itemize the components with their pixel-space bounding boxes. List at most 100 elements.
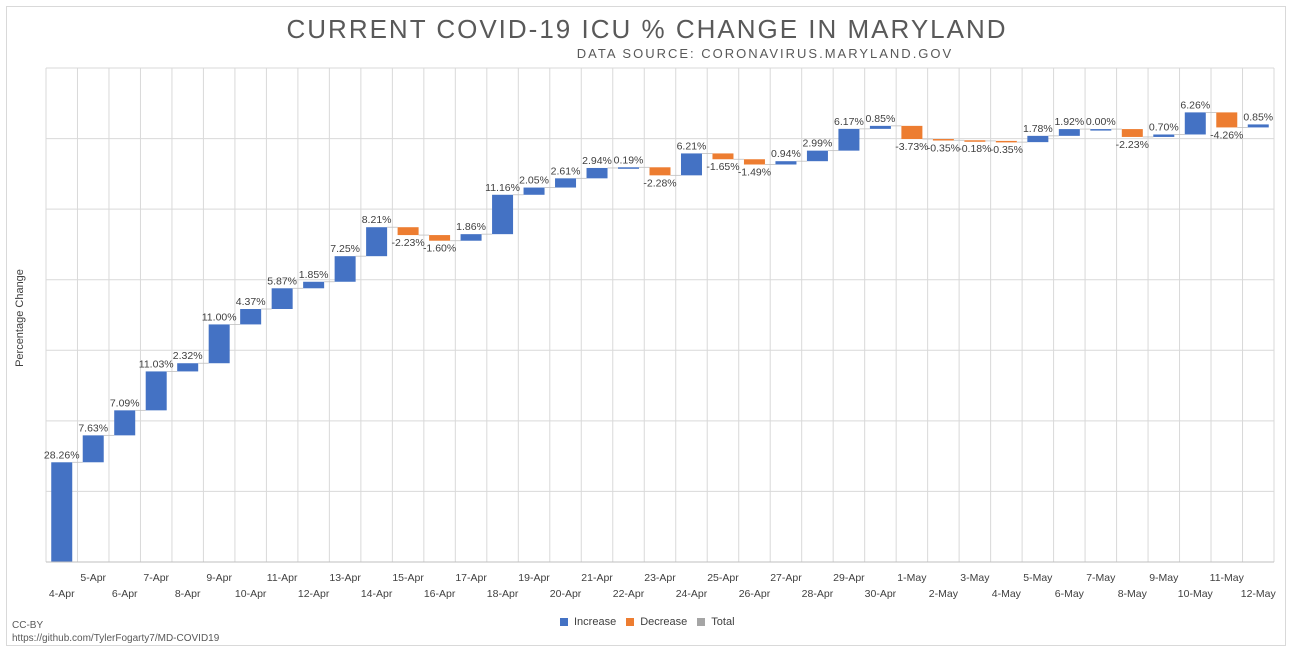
x-tick-label: 22-Apr [613, 588, 645, 600]
legend-label-increase: Increase [574, 616, 617, 628]
data-label: -0.18% [958, 143, 991, 155]
waterfall-bar [523, 187, 545, 195]
x-tick-label: 14-Apr [361, 588, 393, 600]
waterfall-bar [271, 288, 293, 310]
waterfall-bar [743, 159, 765, 165]
waterfall-bar [1121, 129, 1143, 137]
x-tick-label: 11-May [1210, 572, 1245, 584]
data-label: -0.35% [990, 144, 1023, 156]
data-label: 7.09% [110, 397, 140, 409]
waterfall-bar [366, 227, 388, 257]
x-tick-label: 5-May [1023, 572, 1053, 584]
x-tick-label: 25-Apr [707, 572, 739, 584]
legend-swatch-increase [560, 618, 568, 626]
data-label: 6.17% [834, 116, 864, 128]
chart-legend: Increase Decrease Total [560, 616, 735, 628]
data-label: -2.28% [643, 177, 676, 189]
x-tick-label: 18-Apr [487, 588, 519, 600]
source-link[interactable]: https://github.com/TylerFogarty7/MD-COVI… [12, 633, 220, 644]
waterfall-bar [932, 139, 954, 141]
data-label: 6.26% [1180, 99, 1210, 111]
legend-item-increase: Increase [560, 616, 616, 628]
data-label: 2.32% [173, 350, 203, 362]
x-tick-label: 24-Apr [676, 588, 708, 600]
waterfall-bar [712, 153, 734, 160]
data-label: 2.05% [519, 175, 549, 187]
data-label: -1.49% [738, 167, 771, 179]
waterfall-bar [680, 153, 702, 176]
x-tick-label: 8-Apr [175, 588, 201, 600]
x-tick-label: 28-Apr [802, 588, 834, 600]
x-tick-label: 9-May [1149, 572, 1179, 584]
waterfall-bar [775, 161, 797, 165]
x-tick-label: 6-Apr [112, 588, 138, 600]
waterfall-bar [303, 281, 325, 289]
x-tick-label: 15-Apr [392, 572, 424, 584]
x-tick-label: 12-May [1241, 588, 1277, 600]
data-label: 11.16% [485, 182, 520, 194]
data-label: 5.87% [267, 275, 297, 287]
waterfall-bar [901, 125, 923, 140]
waterfall-bar [995, 140, 1017, 143]
data-label: -1.65% [706, 161, 739, 173]
x-tick-label: 8-May [1118, 588, 1148, 600]
x-tick-label: 1-May [897, 572, 927, 584]
x-tick-label: 27-Apr [770, 572, 802, 584]
x-tick-label: 30-Apr [865, 588, 897, 600]
data-label: 11.03% [139, 358, 174, 370]
data-label: 6.21% [677, 140, 707, 152]
x-tick-label: 10-May [1178, 588, 1214, 600]
waterfall-bar [806, 150, 828, 162]
x-tick-label: 7-Apr [143, 572, 169, 584]
data-label: -3.73% [895, 141, 928, 153]
waterfall-bar [240, 309, 262, 325]
waterfall-bar [1090, 129, 1112, 131]
x-tick-label: 3-May [960, 572, 990, 584]
data-label: -2.23% [1116, 139, 1149, 151]
data-label: 11.00% [202, 311, 237, 323]
waterfall-bar [1184, 112, 1206, 135]
data-label: 7.25% [330, 243, 360, 255]
waterfall-bar [1247, 124, 1269, 128]
waterfall-bar [177, 363, 199, 372]
data-label: 0.00% [1086, 116, 1116, 128]
waterfall-bar [838, 128, 860, 151]
legend-swatch-decrease [626, 618, 635, 626]
legend-item-decrease: Decrease [626, 616, 687, 628]
x-tick-label: 29-Apr [833, 572, 865, 584]
x-tick-label: 21-Apr [581, 572, 613, 584]
waterfall-bar [460, 234, 482, 241]
x-tick-label: 23-Apr [644, 572, 676, 584]
waterfall-bar [82, 435, 104, 463]
data-label: 8.21% [362, 214, 392, 226]
data-label: 0.70% [1149, 121, 1179, 133]
data-label: 2.61% [551, 165, 581, 177]
legend-item-total: Total [697, 616, 735, 628]
legend-label-decrease: Decrease [640, 616, 688, 628]
waterfall-bar [649, 167, 671, 176]
waterfall-bar [869, 125, 891, 129]
waterfall-bar [1216, 112, 1238, 128]
data-label: 7.63% [78, 422, 108, 434]
waterfall-bar [397, 227, 419, 236]
data-label: -0.35% [927, 142, 960, 154]
x-tick-label: 16-Apr [424, 588, 456, 600]
waterfall-bar [334, 256, 356, 282]
data-label: -1.60% [423, 243, 456, 255]
x-tick-label: 20-Apr [550, 588, 582, 600]
chart-subtitle: DATA SOURCE: CORONAVIRUS.MARYLAND.GOV [576, 46, 954, 61]
waterfall-bar [586, 167, 608, 179]
waterfall-bar [1058, 129, 1080, 136]
waterfall-bar [51, 462, 73, 562]
data-label: -2.23% [391, 237, 424, 249]
waterfall-bar [555, 178, 577, 188]
waterfall-bar [1153, 134, 1175, 137]
x-tick-label: 9-Apr [206, 572, 232, 584]
waterfall-bar [145, 371, 167, 411]
data-label: 2.94% [582, 155, 612, 167]
data-label: 0.94% [771, 148, 801, 160]
x-tick-label: 12-Apr [298, 588, 330, 600]
data-label: 4.37% [236, 296, 266, 308]
data-label: 0.85% [866, 113, 896, 125]
